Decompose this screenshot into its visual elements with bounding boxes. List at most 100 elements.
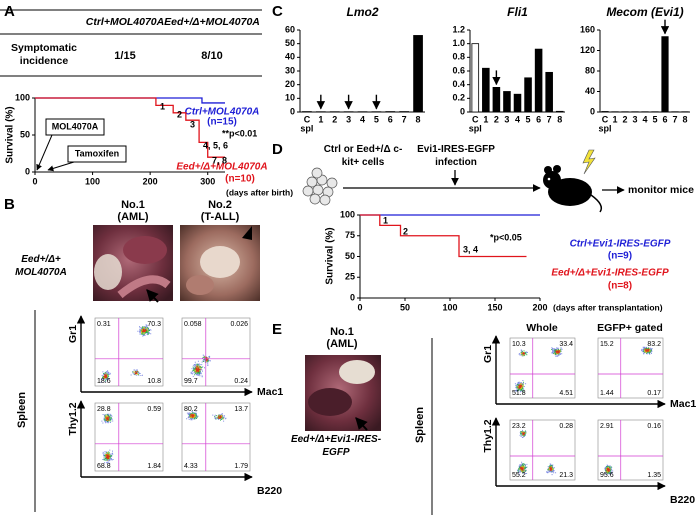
y-tick-label: 20 [285, 79, 295, 89]
quadrant-percent: 1.35 [647, 472, 661, 479]
x-tick-label: 50 [400, 302, 410, 312]
table-cell: 1/15 [114, 50, 135, 62]
quadrant-percent: 55.2 [512, 472, 526, 479]
x-tick-label: 150 [487, 302, 502, 312]
event-dots [549, 466, 552, 471]
y-tick-label: 0.8 [452, 52, 465, 62]
x-tick-label: 0 [357, 302, 362, 312]
x-tick-label: C [472, 114, 479, 124]
quadrant-percent: 0.28 [559, 423, 573, 430]
annotation: 1 [383, 215, 388, 225]
chart-title: Fli1 [507, 5, 528, 19]
x-axis-label: (days after birth) [226, 187, 293, 197]
quadrant-percent: 95.6 [600, 472, 614, 479]
x-tick-label: 2 [622, 114, 627, 124]
x-axis-label: Mac1 [670, 398, 696, 410]
annotation: 2 [177, 109, 182, 119]
x-tick-label: 200 [532, 302, 547, 312]
y-tick-label: 0 [460, 106, 465, 116]
x-tick-label: 100 [442, 302, 457, 312]
quadrant-percent: 2.91 [600, 423, 614, 430]
chart-title: Lmo2 [346, 5, 378, 19]
event-dots [645, 348, 650, 352]
case-name: No.1 [330, 326, 354, 338]
survival-curve [360, 214, 527, 258]
panel-label: B [4, 196, 15, 213]
event-dots [130, 369, 143, 376]
y-tick-label: 50 [285, 38, 295, 48]
event-dots [518, 384, 523, 389]
annotation: *p<0.05 [490, 232, 522, 242]
pointer-arrow [36, 134, 53, 171]
photo-b2 [180, 225, 260, 301]
photo-b1 [93, 225, 173, 303]
quadrant-percent: 1.84 [147, 463, 161, 470]
annotation: 2 [403, 226, 408, 236]
quadrant-percent: 4.51 [559, 390, 573, 397]
survival-curve [35, 97, 225, 158]
quadrant-percent: 0.16 [647, 423, 661, 430]
pointer-arrow [47, 161, 75, 172]
quadrant-percent: 99.7 [184, 378, 198, 385]
quadrant-percent: 80.2 [184, 406, 198, 413]
column-header: Whole [526, 322, 558, 334]
x-tick-label: 1 [318, 114, 323, 124]
x-axis-label: (days after transplantation) [553, 302, 663, 312]
x-tick-label: 4 [642, 114, 647, 124]
y-tick-label: 120 [580, 45, 595, 55]
y-axis-label: Survival (%) [5, 106, 16, 163]
y-tick-label: 0 [590, 106, 595, 116]
x-tick-label: 7 [672, 114, 677, 124]
event-dots [103, 374, 108, 379]
tissue-label: Spleen [414, 407, 426, 443]
case-name: No.1 [121, 199, 145, 211]
case-diagnosis: (T-ALL) [201, 211, 240, 223]
x-tick-label: 5 [652, 114, 657, 124]
panel-label: E [272, 321, 282, 338]
x-tick-label: 300 [200, 176, 215, 186]
y-tick-label: 0.2 [452, 93, 465, 103]
y-tick-label: 100 [340, 209, 355, 219]
legend-label: Ctrl+Evi1-IRES-EGFP [570, 239, 671, 250]
event-dots [133, 370, 139, 375]
y-tick-label: 60 [285, 24, 295, 34]
event-dots [522, 432, 525, 435]
quadrant-percent: 4.33 [184, 463, 198, 470]
event-dots [218, 415, 222, 419]
quadrant-percent: 1.79 [234, 463, 248, 470]
chart-title: Mecom (Evi1) [606, 5, 683, 19]
event-dots [105, 416, 110, 421]
mouse [543, 165, 603, 213]
legend-label: Eed+/Δ+Evi1-IRES-EGFP [551, 268, 669, 279]
x-tick-label: C [304, 114, 311, 124]
flow-plot [94, 402, 164, 472]
x-tick-label: 3 [504, 114, 509, 124]
sample-label: Eed+/Δ+ MOL4070A [15, 254, 67, 278]
y-axis-label: Gr1 [482, 345, 494, 363]
box-label: Tamoxifen [75, 148, 119, 158]
legend-n: (n=10) [225, 174, 255, 185]
category-note: spl [598, 123, 611, 133]
y-tick-label: 0.6 [452, 65, 465, 75]
annotation: 7, 8 [212, 155, 227, 165]
x-tick-label: 200 [143, 176, 158, 186]
y-tick-label: 50 [345, 251, 355, 261]
x-tick-label: 4 [515, 114, 520, 124]
bar [413, 35, 423, 113]
quadrant-percent: 51.8 [512, 390, 526, 397]
x-tick-label: 3 [632, 114, 637, 124]
event-dots [105, 454, 110, 459]
x-tick-label: 1 [612, 114, 617, 124]
quadrant-percent: 33.4 [559, 341, 573, 348]
quadrant-percent: 0.058 [184, 321, 202, 328]
lightning-icon [582, 149, 596, 175]
bar [601, 111, 609, 113]
x-tick-label: 100 [85, 176, 100, 186]
x-tick-label: 4 [360, 114, 365, 124]
legend-label: Eed+/Δ+MOL4070A [176, 162, 267, 173]
y-tick-label: 1.0 [452, 38, 465, 48]
sample-label: Eed+/Δ+Evi1-IRES-EGFP [290, 434, 382, 458]
panel-label: A [4, 3, 15, 20]
y-tick-label: 0 [350, 292, 355, 302]
